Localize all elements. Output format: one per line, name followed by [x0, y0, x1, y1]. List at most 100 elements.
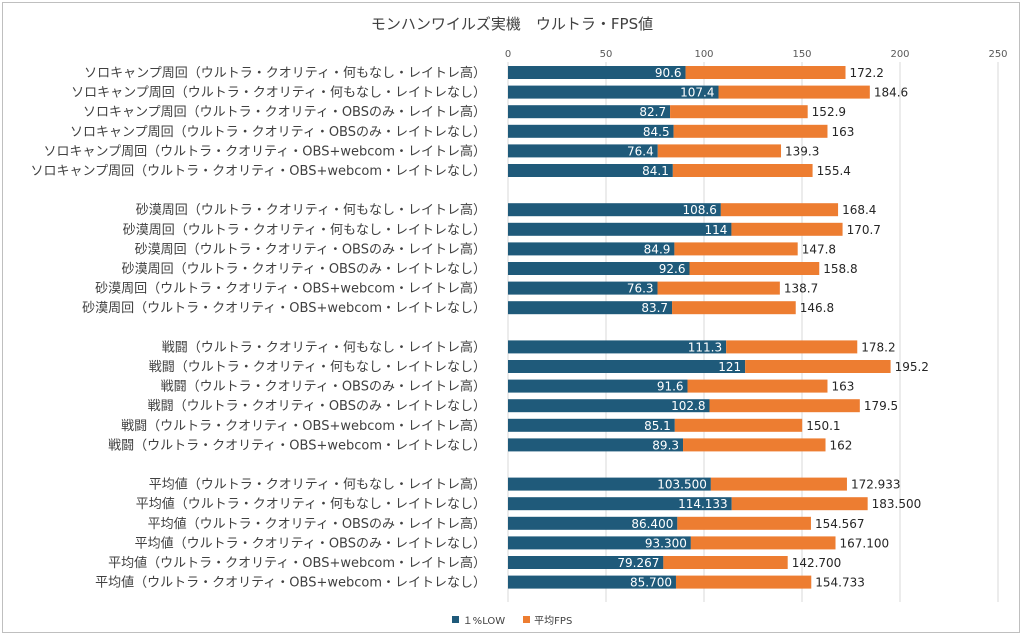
data-label-low: 121	[718, 360, 741, 374]
data-label-low: 114	[705, 223, 728, 237]
bar-low	[508, 536, 691, 550]
bar-avg	[673, 124, 828, 138]
bar-low	[508, 203, 721, 217]
category-label: 平均値（ウルトラ・クオリティ・OBSのみ・レイトレなし）	[135, 535, 486, 551]
category-labels: ソロキャンプ周回（ウルトラ・クオリティ・何もなし・レイトレ高） ソロキャンプ周回（…	[30, 65, 486, 591]
bar-avg	[675, 575, 812, 589]
data-label-low: 85.700	[630, 576, 672, 590]
category-label: 戦闘（ウルトラ・クオリティ・OBSのみ・レイトレなし）	[148, 399, 486, 414]
data-label-low: 79.267	[617, 556, 659, 570]
legend-label-avg: 平均FPS	[534, 616, 573, 627]
x-tick-label: 50	[600, 49, 613, 60]
bar-low	[508, 516, 678, 530]
data-label-avg: 172.933	[851, 478, 901, 492]
data-label-avg: 139.3	[785, 144, 819, 158]
category-label: 平均値（ウルトラ・クオリティ・OBS+webcom・レイトレ高）	[108, 555, 486, 571]
bar-avg	[670, 105, 808, 119]
data-label-low: 76.4	[627, 144, 654, 158]
bar-low	[508, 164, 673, 177]
data-label-avg: 183.500	[872, 497, 922, 511]
data-label-avg: 154.567	[815, 517, 865, 531]
bar-low	[508, 281, 658, 295]
bar-avg	[720, 203, 839, 217]
bar-low	[508, 85, 719, 99]
data-label-low: 90.6	[655, 66, 682, 80]
data-label-avg: 170.7	[847, 223, 881, 237]
data-label-low: 82.7	[639, 105, 666, 119]
data-label-avg: 172.2	[850, 66, 884, 80]
bar-low	[508, 66, 686, 79]
bar-low	[508, 575, 676, 589]
data-label-avg: 152.9	[812, 105, 846, 119]
x-tick-label: 150	[792, 49, 811, 60]
data-label-avg: 138.7	[784, 282, 818, 296]
chart-title: モンハンワイルズ実機 ウルトラ・FPS値	[370, 15, 654, 33]
data-label-avg: 195.2	[895, 360, 929, 374]
bar-low	[508, 497, 732, 511]
data-label-avg: 168.4	[842, 203, 876, 217]
bar-low	[508, 262, 690, 275]
category-label: 砂漠周回（ウルトラ・クオリティ・OBSのみ・レイトレなし）	[122, 262, 486, 277]
data-label-low: 103.500	[657, 478, 707, 492]
bar-low	[508, 105, 671, 119]
category-label: 戦闘（ウルトラ・クオリティ・OBS+webcom・レイトレなし）	[108, 438, 486, 453]
legend-label-low: １%LOW	[462, 616, 506, 627]
bar-avg	[677, 516, 811, 530]
bar-avg	[731, 222, 843, 236]
data-label-low: 92.6	[659, 262, 686, 276]
data-label-avg: 158.8	[823, 262, 857, 276]
category-label: 平均値（ウルトラ・クオリティ・OBS+webcom・レイトレなし）	[95, 575, 486, 591]
data-label-avg: 163	[831, 380, 854, 394]
bar-avg	[745, 360, 891, 373]
category-label: 砂漠周回（ウルトラ・クオリティ・OBS+webcom・レイトレなし）	[82, 301, 486, 316]
category-label: 砂漠周回（ウルトラ・クオリティ・何もなし・レイトレ高）	[136, 202, 486, 218]
data-label-avg: 150.1	[806, 419, 840, 433]
bar-avg	[726, 340, 858, 354]
bar-avg	[672, 301, 796, 315]
data-label-low: 85.1	[644, 419, 671, 433]
bars: 90.6 172.2 107.4 184.6 82.7 152.9 84.5 163 76.4 1…	[508, 66, 929, 590]
category-label: 戦闘（ウルトラ・クオリティ・OBSのみ・レイトレ高）	[161, 379, 486, 395]
bar-avg	[683, 438, 826, 452]
category-label: 戦闘（ウルトラ・クオリティ・何もなし・レイトレなし）	[149, 359, 486, 375]
data-label-low: 84.9	[644, 242, 671, 256]
bar-avg	[718, 85, 870, 99]
data-label-avg: 167.100	[840, 536, 890, 550]
data-label-avg: 142.700	[792, 556, 842, 570]
bar-avg	[690, 536, 836, 550]
data-label-low: 102.8	[671, 399, 705, 413]
x-tick-label: 250	[988, 49, 1007, 60]
bar-low	[508, 379, 688, 393]
data-label-low: 114.133	[678, 497, 728, 511]
data-label-low: 83.7	[641, 301, 668, 315]
category-label: 砂漠周回（ウルトラ・クオリティ・OBSのみ・レイトレ高）	[135, 241, 486, 257]
bar-avg	[657, 144, 782, 158]
legend-swatch-low	[451, 616, 459, 623]
category-label: 戦闘（ウルトラ・クオリティ・何もなし・レイトレ高）	[162, 339, 486, 355]
bar-low	[508, 242, 675, 256]
bar-avg	[674, 418, 803, 432]
category-label: ソロキャンプ周回（ウルトラ・クオリティ・何もなし・レイトレ高）	[84, 65, 486, 81]
data-label-low: 76.3	[627, 282, 654, 296]
bar-avg	[674, 242, 798, 256]
bar-avg	[689, 262, 820, 275]
data-label-low: 89.3	[652, 438, 679, 452]
legend-swatch-avg	[523, 616, 531, 623]
data-label-low: 91.6	[657, 380, 684, 394]
category-label: 平均値（ウルトラ・クオリティ・OBSのみ・レイトレ高）	[148, 516, 486, 532]
bar-avg	[687, 379, 828, 393]
bar-avg	[672, 164, 813, 177]
legend-item-low: １%LOW	[451, 612, 506, 627]
data-label-low: 107.4	[680, 86, 714, 100]
bar-avg	[685, 66, 846, 79]
data-label-avg: 184.6	[874, 86, 908, 100]
bar-low	[508, 556, 664, 569]
category-label: ソロキャンプ周回（ウルトラ・クオリティ・OBS+webcom・レイトレ高）	[43, 143, 486, 159]
bar-low	[508, 477, 711, 491]
data-label-low: 93.300	[645, 536, 687, 550]
data-label-low: 108.6	[682, 203, 716, 217]
category-label: 平均値（ウルトラ・クオリティ・何もなし・レイトレなし）	[136, 496, 486, 512]
category-label: ソロキャンプ周回（ウルトラ・クオリティ・何もなし・レイトレなし）	[71, 85, 486, 101]
